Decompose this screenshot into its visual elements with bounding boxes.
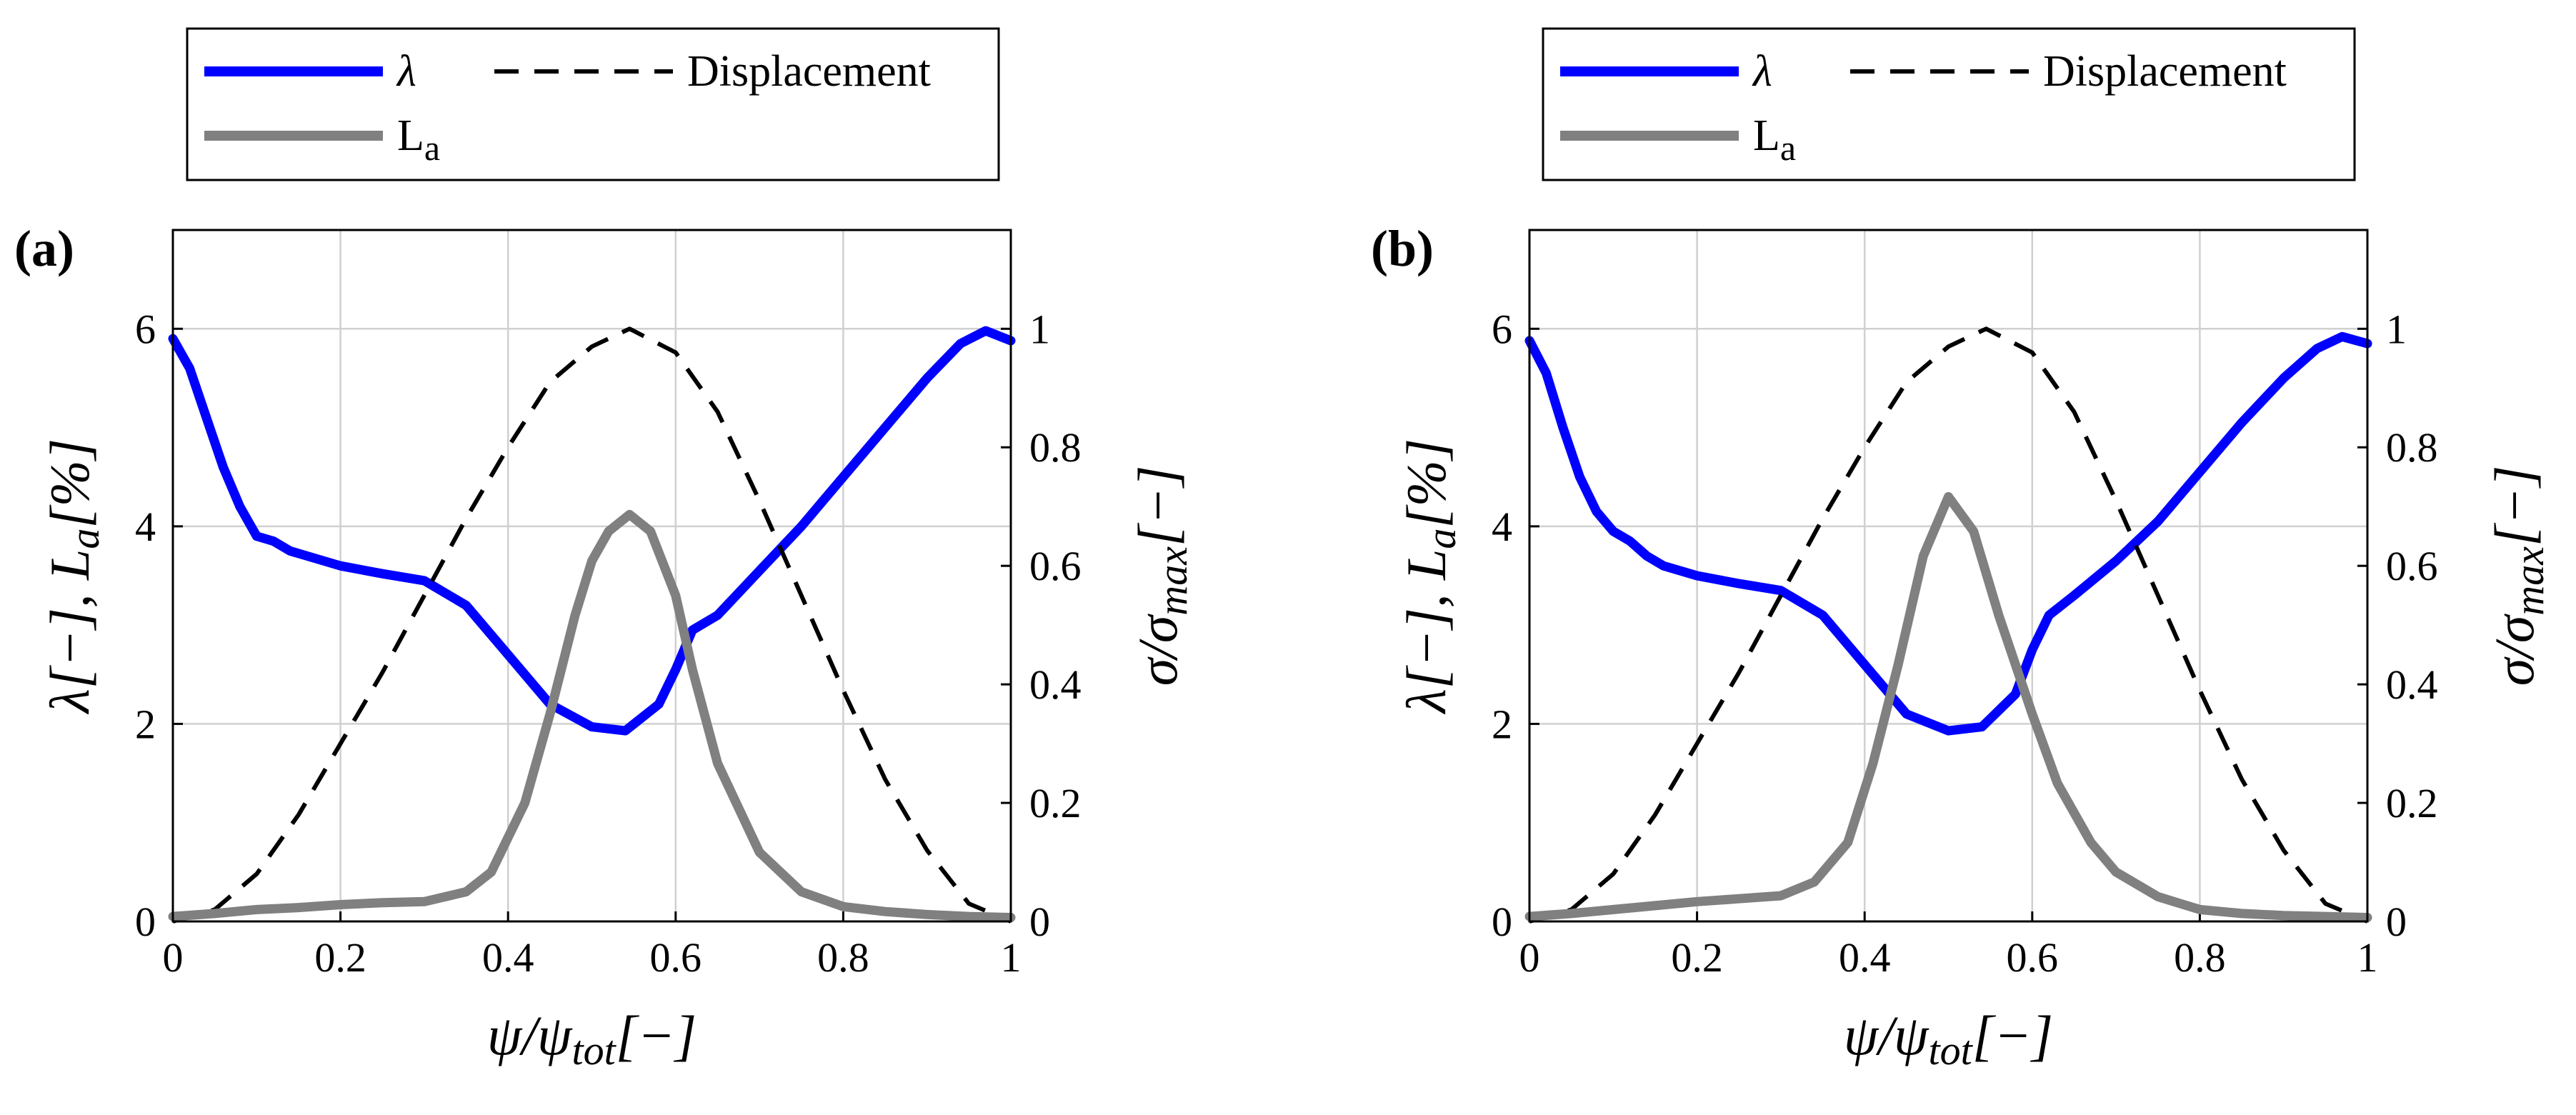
y-right-tick-label: 0.2	[2386, 780, 2438, 826]
series-line-displacement	[172, 326, 1012, 924]
legend-box	[186, 27, 1000, 181]
x-tick-label: 0	[163, 934, 184, 981]
y-left-axis-label: λ[−], La[%]	[39, 439, 108, 714]
legend-box	[1542, 27, 2356, 181]
panel-label: (a)	[14, 220, 74, 277]
y-right-axis-label-tail: [−]	[2483, 466, 2545, 546]
y-left-tick-label: 6	[135, 306, 156, 352]
y-right-tick-label: 0	[2386, 899, 2407, 945]
x-tick-label: 0.8	[817, 934, 869, 981]
y-left-tick-label: 4	[135, 504, 156, 550]
x-axis-label-main: ψ/ψ	[1844, 1004, 1929, 1066]
y-right-axis-label-tail: [−]	[1127, 466, 1189, 546]
y-right-tick-label: 1	[2386, 306, 2407, 352]
legend-label: Displacement	[2043, 47, 2287, 96]
y-left-axis-label-tail: [%]	[1395, 439, 1457, 529]
y-right-axis-label: σ/σmax[−]	[2483, 466, 2552, 686]
y-right-axis-label: σ/σmax[−]	[1127, 466, 1196, 686]
y-right-tick-label: 0	[1029, 899, 1050, 945]
x-tick-label: 0.2	[314, 934, 366, 981]
y-left-axis-label: λ[−], La[%]	[1395, 439, 1464, 714]
y-left-tick-label: 2	[1492, 701, 1512, 747]
y-left-axis-label-main: λ[−], L	[39, 549, 101, 715]
y-right-tick-label: 0.6	[1029, 543, 1082, 589]
x-tick-label: 0.6	[2007, 934, 2059, 981]
x-tick-label: 0.4	[482, 934, 534, 981]
y-right-tick-label: 0.8	[2386, 424, 2438, 471]
axes-box	[171, 229, 1012, 923]
y-right-tick-label: 0.4	[2386, 661, 2438, 708]
legend: λ Displacement La	[1542, 27, 2356, 181]
y-left-axis-label-tail: [%]	[39, 439, 101, 529]
y-right-tick-label: 1	[1029, 306, 1050, 352]
x-axis-label-sub: tot	[1928, 1027, 1973, 1074]
y-right-tick-label: 0.4	[1029, 661, 1082, 708]
legend-label-sub: a	[1780, 128, 1796, 168]
y-right-axis-label-main: σ/σ	[1127, 614, 1189, 686]
legend: λ Displacement La	[186, 27, 1000, 181]
axes-box	[1528, 229, 2369, 923]
x-axis-label-tail: [−]	[1972, 1004, 2053, 1066]
chart-panel-2: 0 0.2 0.4 0.6 0.8 1024600.20.40.60.81(b)ψ/ψto…	[1371, 27, 2552, 1074]
legend-label: λ	[1752, 47, 1772, 96]
y-right-axis-label-sub: max	[2506, 546, 2552, 616]
y-left-axis-label-main: λ[−], L	[1395, 549, 1457, 715]
x-axis-label: ψ/ψtot[−]	[1844, 1004, 2053, 1074]
y-left-tick-label: 2	[135, 701, 156, 747]
x-tick-label: 0	[1519, 934, 1540, 981]
x-axis-label: ψ/ψtot[−]	[487, 1004, 697, 1074]
series-line-lambda	[1524, 331, 2372, 736]
y-right-tick-label: 0.6	[2386, 543, 2438, 589]
legend-label-main: L	[1753, 111, 1780, 160]
y-right-tick-label: 0.2	[1029, 780, 1082, 826]
y-left-tick-label: 4	[1492, 504, 1512, 550]
series-line-lambda	[168, 326, 1016, 736]
x-tick-label: 0.2	[1671, 934, 1723, 981]
panel-label: (b)	[1371, 220, 1434, 277]
series-line-la	[168, 509, 1016, 922]
legend-label-sub: a	[424, 128, 440, 168]
x-axis-label-sub: tot	[571, 1027, 616, 1074]
y-left-tick-label: 0	[1492, 899, 1512, 945]
y-left-tick-label: 6	[1492, 306, 1512, 352]
legend-label: Displacement	[687, 47, 931, 96]
series-line-displacement	[1529, 326, 2369, 924]
y-right-axis-label-main: σ/σ	[2483, 614, 2545, 686]
legend-label: La	[397, 111, 440, 168]
legend-label-main: L	[397, 111, 424, 160]
x-tick-label: 0.6	[650, 934, 702, 981]
x-tick-label: 0.8	[2174, 934, 2226, 981]
y-left-tick-label: 0	[135, 899, 156, 945]
y-right-axis-label-sub: max	[1149, 546, 1196, 616]
y-left-axis-label-sub: a	[1418, 529, 1464, 549]
legend-label: La	[1753, 111, 1796, 168]
y-right-tick-label: 0.8	[1029, 424, 1082, 471]
x-axis-label-main: ψ/ψ	[487, 1004, 573, 1066]
x-axis-label-tail: [−]	[616, 1004, 697, 1066]
x-tick-label: 1	[1001, 934, 1022, 981]
series-line-la	[1524, 491, 2372, 922]
chart-panel-1: 0 0.2 0.4 0.6 0.8 1024600.20.40.60.81(a)ψ/ψto…	[14, 27, 1196, 1074]
y-left-axis-label-sub: a	[61, 529, 108, 549]
x-tick-label: 1	[2357, 934, 2378, 981]
x-tick-label: 0.4	[1839, 934, 1891, 981]
legend-label: λ	[396, 47, 416, 96]
